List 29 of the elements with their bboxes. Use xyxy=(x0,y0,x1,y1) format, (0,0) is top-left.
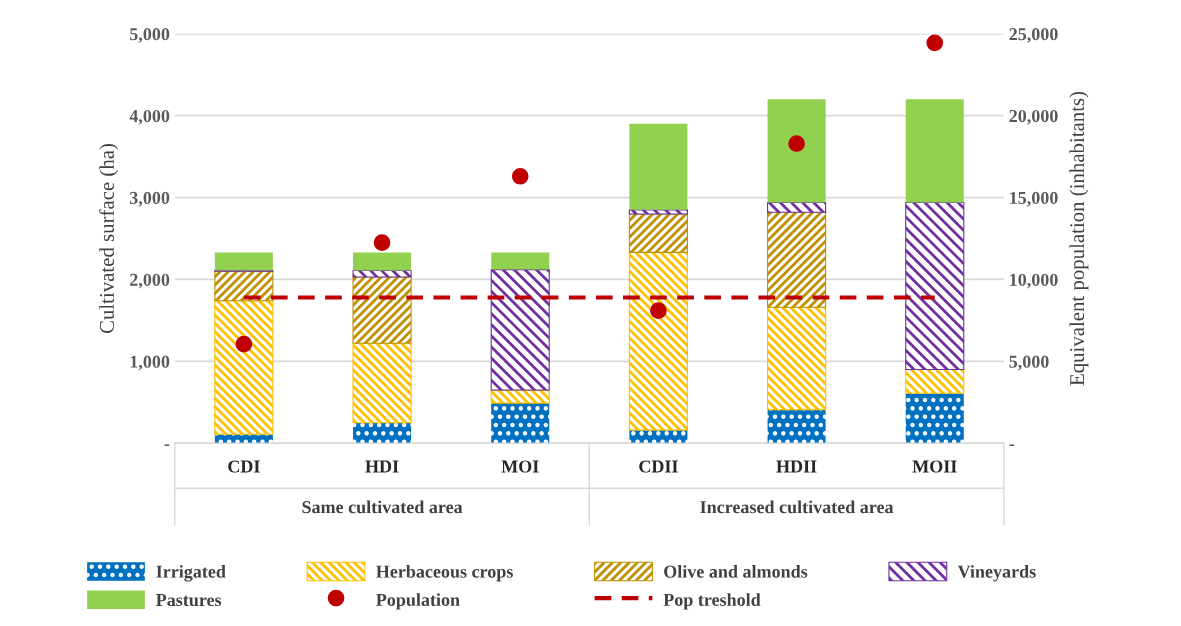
y-tick-label: 1,000 xyxy=(130,355,170,371)
y2-tick-label: 15,000 xyxy=(1010,191,1058,207)
y2-tick-label: - xyxy=(1009,444,1015,446)
x-tick-label: MOI xyxy=(501,460,539,473)
x-tick-label: CDII xyxy=(639,460,678,473)
legend-label: Pop treshold xyxy=(663,593,761,610)
legend-label: Vineyards xyxy=(957,565,1036,582)
text: Same cultivated area xyxy=(302,500,463,514)
x-tick-label: HDII xyxy=(776,460,817,473)
legend-label: Population xyxy=(376,593,460,610)
y2-tick-label: 10,000 xyxy=(1010,273,1058,289)
x-tick-label: HDI xyxy=(365,460,399,473)
y-tick-label: 3,000 xyxy=(129,191,170,207)
legend-label: Pastures xyxy=(156,594,222,607)
legend-label: Herbaceous crops xyxy=(376,565,513,582)
y2-axis-title: Equivalent population (inhabitants) xyxy=(1069,91,1089,386)
y2-tick-label: 20,000 xyxy=(1009,109,1058,125)
y2-tick-label: 5,000 xyxy=(1009,355,1049,371)
y2-tick-label: 25,000 xyxy=(1009,28,1058,43)
legend-label: Olive and almonds xyxy=(664,565,808,578)
y-tick-label: - xyxy=(164,444,170,446)
legend-label: Irrigated xyxy=(156,565,226,582)
x-tick-label: MOII xyxy=(912,460,957,473)
y-tick-label: 4,000 xyxy=(129,109,170,125)
text: Increased cultivated area xyxy=(700,500,894,514)
y-tick-label: 5,000 xyxy=(130,28,170,43)
y-tick-label: 2,000 xyxy=(130,273,170,289)
y-axis-title: Cultivated surface (ha) xyxy=(99,143,119,334)
x-tick-label: CDI xyxy=(228,460,260,473)
